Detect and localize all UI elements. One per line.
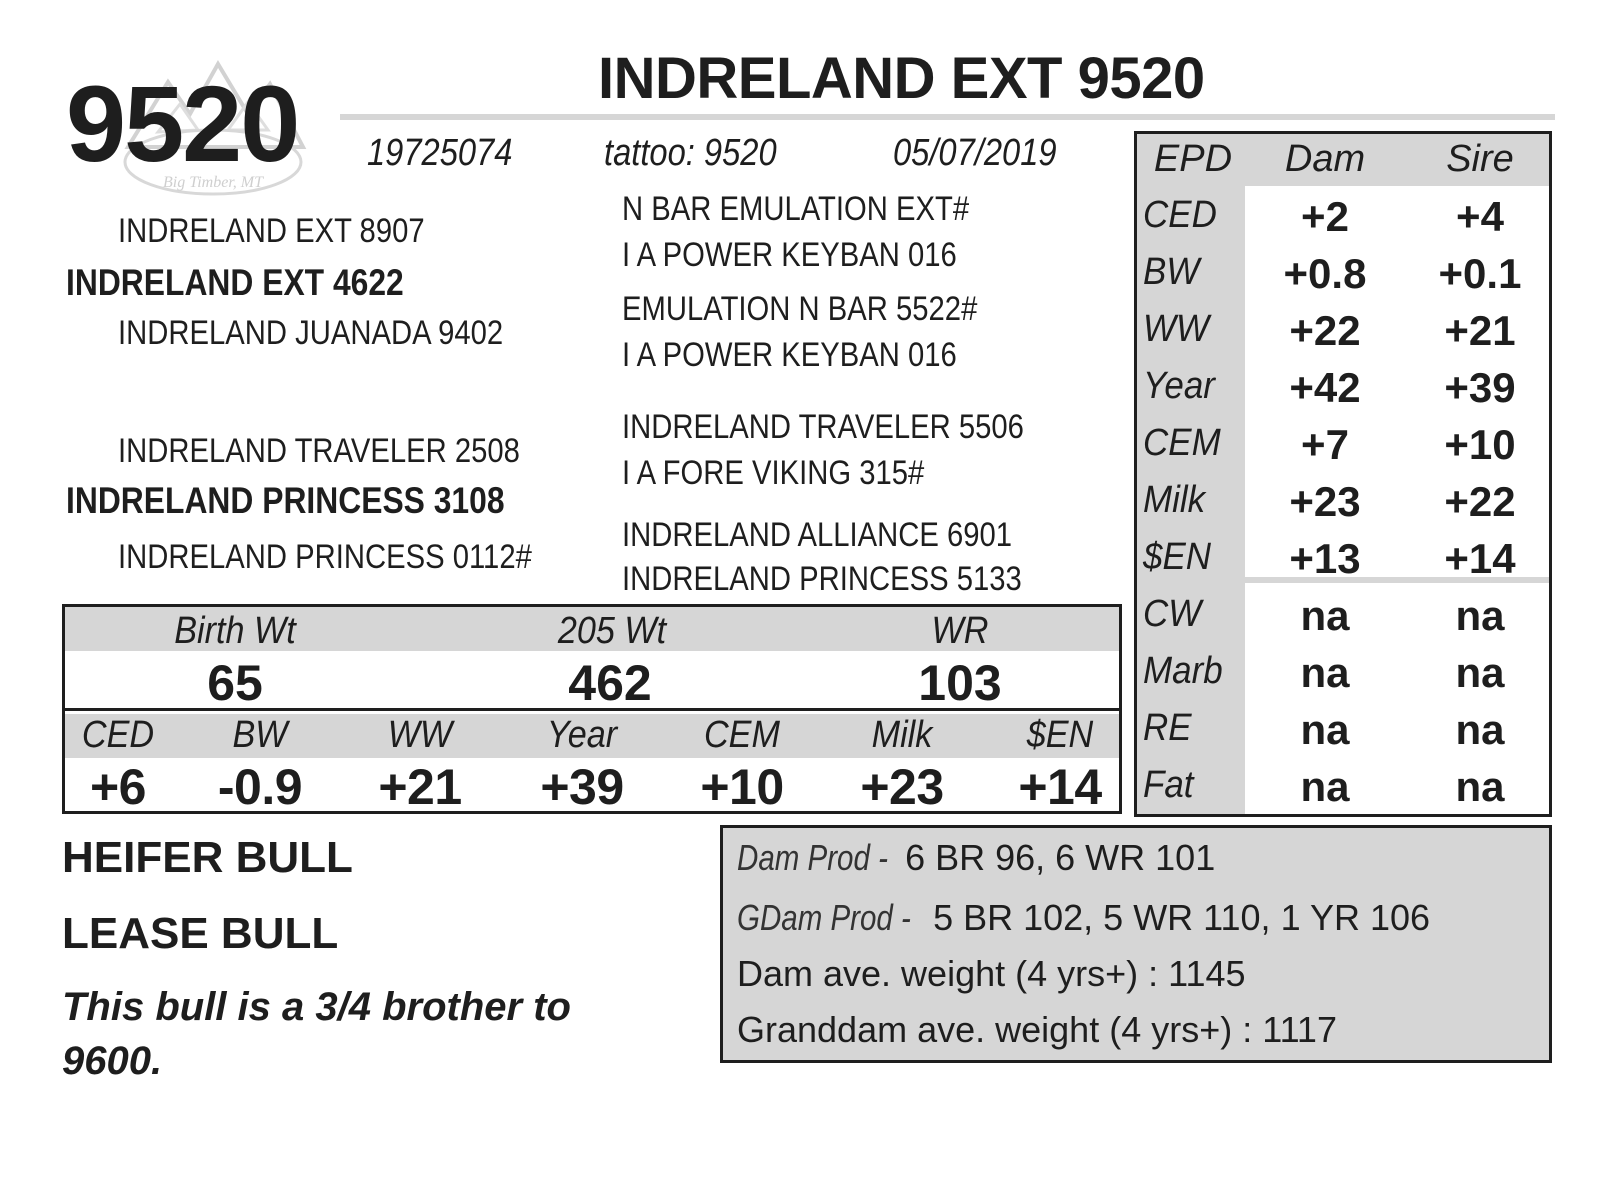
- dam-prod-value: 6 BR 96, 6 WR 101: [905, 837, 1216, 878]
- epd-header-epd: EPD: [1153, 138, 1233, 180]
- weight-label-wr: WR: [931, 610, 989, 652]
- weight-value-wr: 103: [918, 655, 1002, 711]
- pedigree-dd-dam: INDRELAND PRINCESS 5133: [622, 560, 1022, 598]
- epd-row-dam-value: +23: [1289, 478, 1361, 525]
- epd-row-label: CW: [1143, 593, 1202, 635]
- lease-bull-note: LEASE BULL: [62, 909, 339, 958]
- epd-label-ww: WW: [387, 714, 453, 756]
- epd-header-sire: Sire: [1446, 138, 1514, 180]
- epd-value-year: +39: [540, 759, 624, 815]
- epd-row-sire-value: +22: [1444, 478, 1516, 525]
- epd-label-ced: CED: [81, 714, 155, 756]
- epd-row-label: CED: [1143, 194, 1217, 236]
- epd-row-label: CEM: [1143, 422, 1221, 464]
- pedigree-dam-sire: INDRELAND TRAVELER 2508: [118, 432, 520, 470]
- gdam-prod-line: GDam Prod - 5 BR 102, 5 WR 110, 1 YR 106: [737, 900, 1430, 936]
- epd-row-sire-value: na: [1455, 649, 1505, 696]
- epd-row-dam-value: +13: [1289, 535, 1361, 582]
- pedigree-sd-sire: EMULATION N BAR 5522#: [622, 290, 978, 328]
- epd-row-sire-value: na: [1455, 763, 1505, 810]
- epd-value-cem: +10: [700, 759, 784, 815]
- epd-value-ced: +6: [89, 759, 147, 815]
- weight-value-birth: 65: [207, 655, 263, 711]
- weight-label-birth: Birth Wt: [174, 610, 296, 652]
- performance-box: [62, 604, 1122, 814]
- heifer-bull-note: HEIFER BULL: [62, 833, 353, 882]
- epd-row-label: Milk: [1143, 479, 1206, 521]
- epd-row-label: RE: [1143, 707, 1192, 749]
- epd-row-sire-value: +21: [1444, 307, 1516, 354]
- granddam-average-weight: Granddam ave. weight (4 yrs+) : 1117: [737, 1009, 1337, 1050]
- logo-text: Big Timber, MT: [163, 174, 264, 191]
- epd-row-dam-value: na: [1300, 649, 1350, 696]
- epd-label-cem: CEM: [703, 714, 780, 756]
- epd-row-dam-value: na: [1300, 763, 1350, 810]
- dam-average-weight: Dam ave. weight (4 yrs+) : 1145: [737, 953, 1246, 994]
- birth-date: 05/07/2019: [893, 132, 1057, 174]
- title-rule: [340, 114, 1555, 120]
- gdam-prod-label: GDam Prod -: [737, 897, 911, 938]
- epd-row-dam-value: na: [1300, 592, 1350, 639]
- epd-header-dam: Dam: [1284, 138, 1366, 180]
- epd-value-bw: -0.9: [217, 759, 303, 815]
- epd-row-label: WW: [1143, 308, 1209, 350]
- epd-row-dam-value: +22: [1289, 307, 1361, 354]
- registration-number: 19725074: [367, 132, 513, 174]
- epd-value-en: +14: [1018, 759, 1102, 815]
- epd-row-label: Marb: [1143, 650, 1223, 692]
- epd-row-sire-value: +0.1: [1438, 250, 1522, 297]
- ranch-logo: Big Timber, MT: [123, 60, 307, 196]
- epd-label-bw: BW: [232, 714, 288, 756]
- epd-row-dam-value: +2: [1301, 193, 1349, 240]
- epd-row-label: Fat: [1143, 764, 1194, 806]
- pedigree-dam-dam: INDRELAND PRINCESS 0112#: [118, 538, 532, 576]
- epd-label-year: Year: [546, 714, 618, 756]
- animal-name: INDRELAND EXT 9520: [598, 46, 1205, 111]
- pedigree-sire-dam: INDRELAND JUANADA 9402: [118, 314, 504, 352]
- pedigree-ds-dam: I A FORE VIKING 315#: [622, 454, 925, 492]
- epd-row-sire-value: +10: [1444, 421, 1516, 468]
- epd-row-sire-value: +39: [1444, 364, 1516, 411]
- epd-row-dam-value: +42: [1289, 364, 1361, 411]
- pedigree-ss-dam: I A POWER KEYBAN 016: [622, 236, 957, 274]
- lot-number: 9520: [66, 63, 300, 184]
- epd-table: [1134, 131, 1552, 817]
- epd-row-dam-value: na: [1300, 706, 1350, 753]
- epd-row-dam-value: +7: [1301, 421, 1349, 468]
- epd-row-dam-value: +0.8: [1283, 250, 1367, 297]
- gdam-prod-value: 5 BR 102, 5 WR 110, 1 YR 106: [933, 897, 1431, 938]
- pedigree-ss-sire: N BAR EMULATION EXT#: [622, 190, 970, 228]
- pedigree-sd-dam: I A POWER KEYBAN 016: [622, 336, 957, 374]
- pedigree-sire: INDRELAND EXT 4622: [66, 262, 404, 303]
- epd-label-en: $EN: [1026, 714, 1094, 756]
- epd-value-ww: +21: [378, 759, 462, 815]
- epd-row-label: BW: [1143, 251, 1200, 293]
- production-box: [720, 825, 1552, 1063]
- epd-row-sire-value: na: [1455, 592, 1505, 639]
- tattoo: tattoo: 9520: [604, 132, 777, 174]
- pedigree-dd-sire: INDRELAND ALLIANCE 6901: [622, 516, 1013, 554]
- epd-row-sire-value: +4: [1456, 193, 1504, 240]
- epd-row-sire-value: +14: [1444, 535, 1516, 582]
- epd-row-label: Year: [1143, 365, 1215, 407]
- pedigree-ds-sire: INDRELAND TRAVELER 5506: [622, 408, 1024, 446]
- remark: This bull is a 3/4 brother to 9600.: [62, 985, 571, 1083]
- dam-prod-label: Dam Prod -: [737, 837, 888, 878]
- epd-label-milk: Milk: [871, 714, 933, 756]
- epd-row-sire-value: na: [1455, 706, 1505, 753]
- weight-label-205: 205 Wt: [557, 610, 667, 652]
- epd-row-label: $EN: [1143, 536, 1212, 578]
- pedigree-sire-sire: INDRELAND EXT 8907: [118, 212, 425, 250]
- weight-value-205: 462: [568, 655, 652, 711]
- pedigree-dam: INDRELAND PRINCESS 3108: [66, 480, 505, 521]
- dam-prod-line: Dam Prod - 6 BR 96, 6 WR 101: [737, 840, 1215, 876]
- epd-value-milk: +23: [860, 759, 944, 815]
